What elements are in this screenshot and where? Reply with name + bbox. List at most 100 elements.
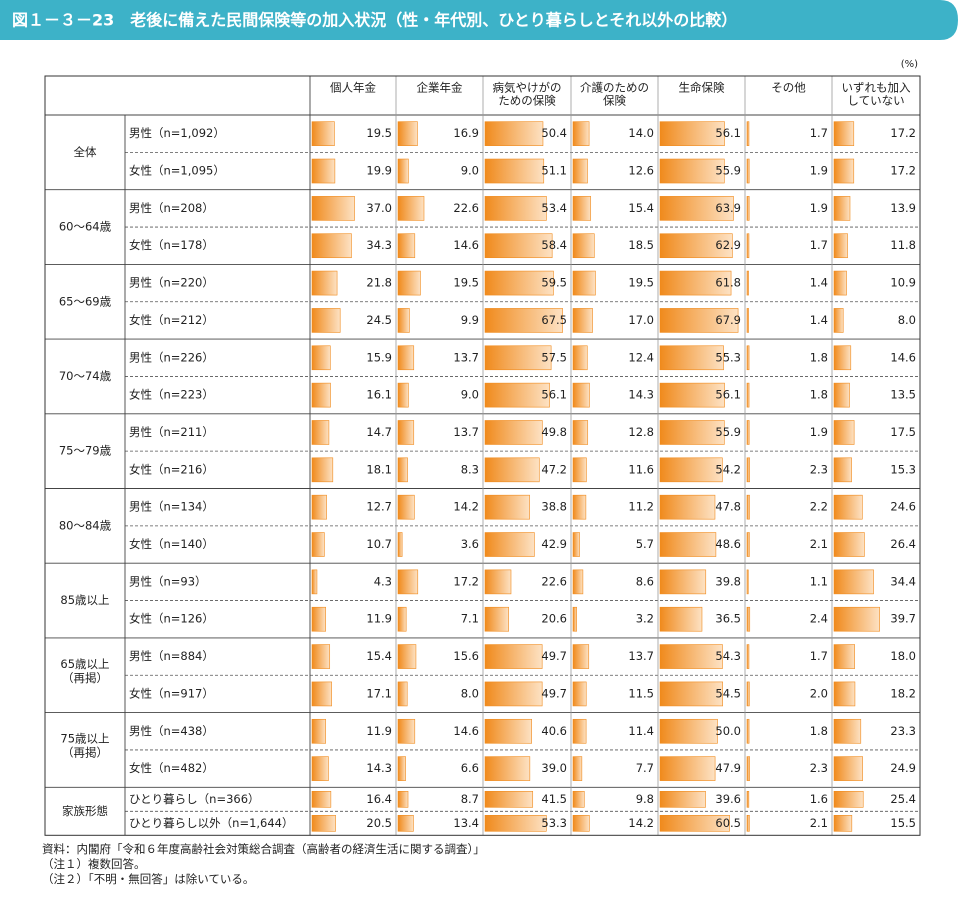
- bar: [659, 121, 725, 146]
- bar: [311, 681, 332, 707]
- bar: [572, 121, 590, 146]
- bar: [746, 494, 750, 520]
- value-label: 12.6: [628, 164, 654, 178]
- value-label: 14.3: [628, 388, 654, 402]
- value-label: 20.5: [366, 816, 392, 830]
- bar: [572, 790, 585, 808]
- row-label: ひとり暮らし（n=366）: [129, 792, 260, 806]
- value-label: 54.2: [715, 462, 741, 476]
- row-label: 男性（n=208）: [129, 201, 214, 215]
- value-label: 39.6: [715, 792, 741, 806]
- value-label: 15.9: [366, 350, 392, 364]
- bar: [659, 644, 723, 669]
- bar: [572, 158, 588, 184]
- bar: [746, 606, 751, 632]
- bar: [397, 158, 409, 184]
- bar: [397, 569, 419, 595]
- value-label: 50.0: [715, 724, 741, 738]
- group-label: 65歳以上: [60, 657, 109, 671]
- bar: [659, 494, 716, 520]
- value-label: 53.4: [541, 201, 567, 215]
- bar: [659, 158, 725, 184]
- bar: [484, 308, 563, 333]
- bar: [397, 606, 407, 632]
- bar: [397, 790, 409, 808]
- bar: [484, 681, 543, 707]
- bar: [572, 457, 587, 483]
- group-label: 70～74歳: [59, 369, 112, 383]
- value-label: 15.6: [453, 649, 479, 663]
- value-label: 17.0: [628, 313, 654, 327]
- bar: [833, 569, 874, 595]
- bar: [659, 233, 733, 259]
- unit: (%): [901, 59, 918, 70]
- bar: [746, 308, 749, 333]
- value-label: 12.7: [366, 500, 392, 514]
- bar: [397, 420, 415, 445]
- bar: [311, 233, 352, 259]
- bar: [833, 345, 852, 371]
- value-label: 3.2: [636, 612, 654, 626]
- value-label: 7.7: [636, 761, 654, 775]
- bar: [572, 814, 590, 832]
- value-label: 51.1: [541, 164, 567, 178]
- column-header: 保険: [603, 94, 626, 108]
- row-label: 女性（n=482）: [129, 761, 214, 775]
- bar: [484, 756, 531, 781]
- bar: [746, 814, 750, 832]
- bar: [659, 345, 724, 371]
- bar: [659, 308, 739, 333]
- column-header: いずれも加入: [842, 81, 911, 95]
- bar: [746, 158, 750, 184]
- bar: [484, 494, 530, 520]
- bar: [311, 718, 326, 744]
- row-label: 女性（n=126）: [129, 612, 214, 626]
- value-label: 24.6: [890, 500, 916, 514]
- bar: [397, 756, 406, 781]
- value-label: 1.9: [810, 164, 828, 178]
- value-label: 19.9: [366, 164, 392, 178]
- bar: [397, 270, 421, 296]
- value-label: 56.1: [715, 388, 741, 402]
- bar: [572, 606, 577, 632]
- value-label: 11.6: [628, 462, 654, 476]
- column-header: 生命保険: [679, 81, 725, 95]
- bar: [572, 420, 589, 445]
- bar: [311, 457, 334, 483]
- value-label: 49.7: [541, 686, 567, 700]
- value-label: 15.4: [366, 649, 392, 663]
- bar: [311, 494, 327, 520]
- bar: [397, 532, 403, 557]
- value-label: 6.6: [461, 761, 479, 775]
- value-label: 34.4: [890, 574, 916, 588]
- value-label: 47.9: [715, 761, 741, 775]
- value-label: 2.0: [810, 686, 828, 700]
- value-label: 2.1: [810, 537, 828, 551]
- bar: [572, 382, 590, 408]
- bar: [746, 121, 750, 146]
- row-label: ひとり暮らし以外（n=1,644）: [129, 816, 294, 830]
- bar: [833, 532, 865, 557]
- row-label: 男性（n=884）: [129, 649, 214, 663]
- bar: [311, 644, 331, 669]
- group-label: 75～79歳: [59, 444, 112, 458]
- bar: [311, 606, 326, 632]
- group-label: （再掲）: [62, 745, 108, 759]
- value-label: 11.2: [628, 500, 654, 514]
- bar: [311, 121, 335, 146]
- column-header: その他: [771, 81, 806, 95]
- value-label: 15.5: [890, 816, 916, 830]
- value-label: 56.1: [715, 126, 741, 140]
- bar: [311, 270, 338, 296]
- value-label: 7.1: [461, 612, 479, 626]
- value-label: 10.9: [890, 276, 916, 290]
- bar: [746, 382, 750, 408]
- bar: [572, 718, 587, 744]
- value-label: 17.2: [890, 164, 916, 178]
- bar: [746, 644, 750, 669]
- value-label: 55.3: [715, 350, 741, 364]
- bar: [397, 382, 409, 408]
- value-label: 8.0: [898, 313, 916, 327]
- bar: [833, 756, 863, 781]
- chart-title: 図１－３－23 老後に備えた民間保険等の加入状況（性・年代別、ひとり暮らしとそれ…: [12, 11, 737, 30]
